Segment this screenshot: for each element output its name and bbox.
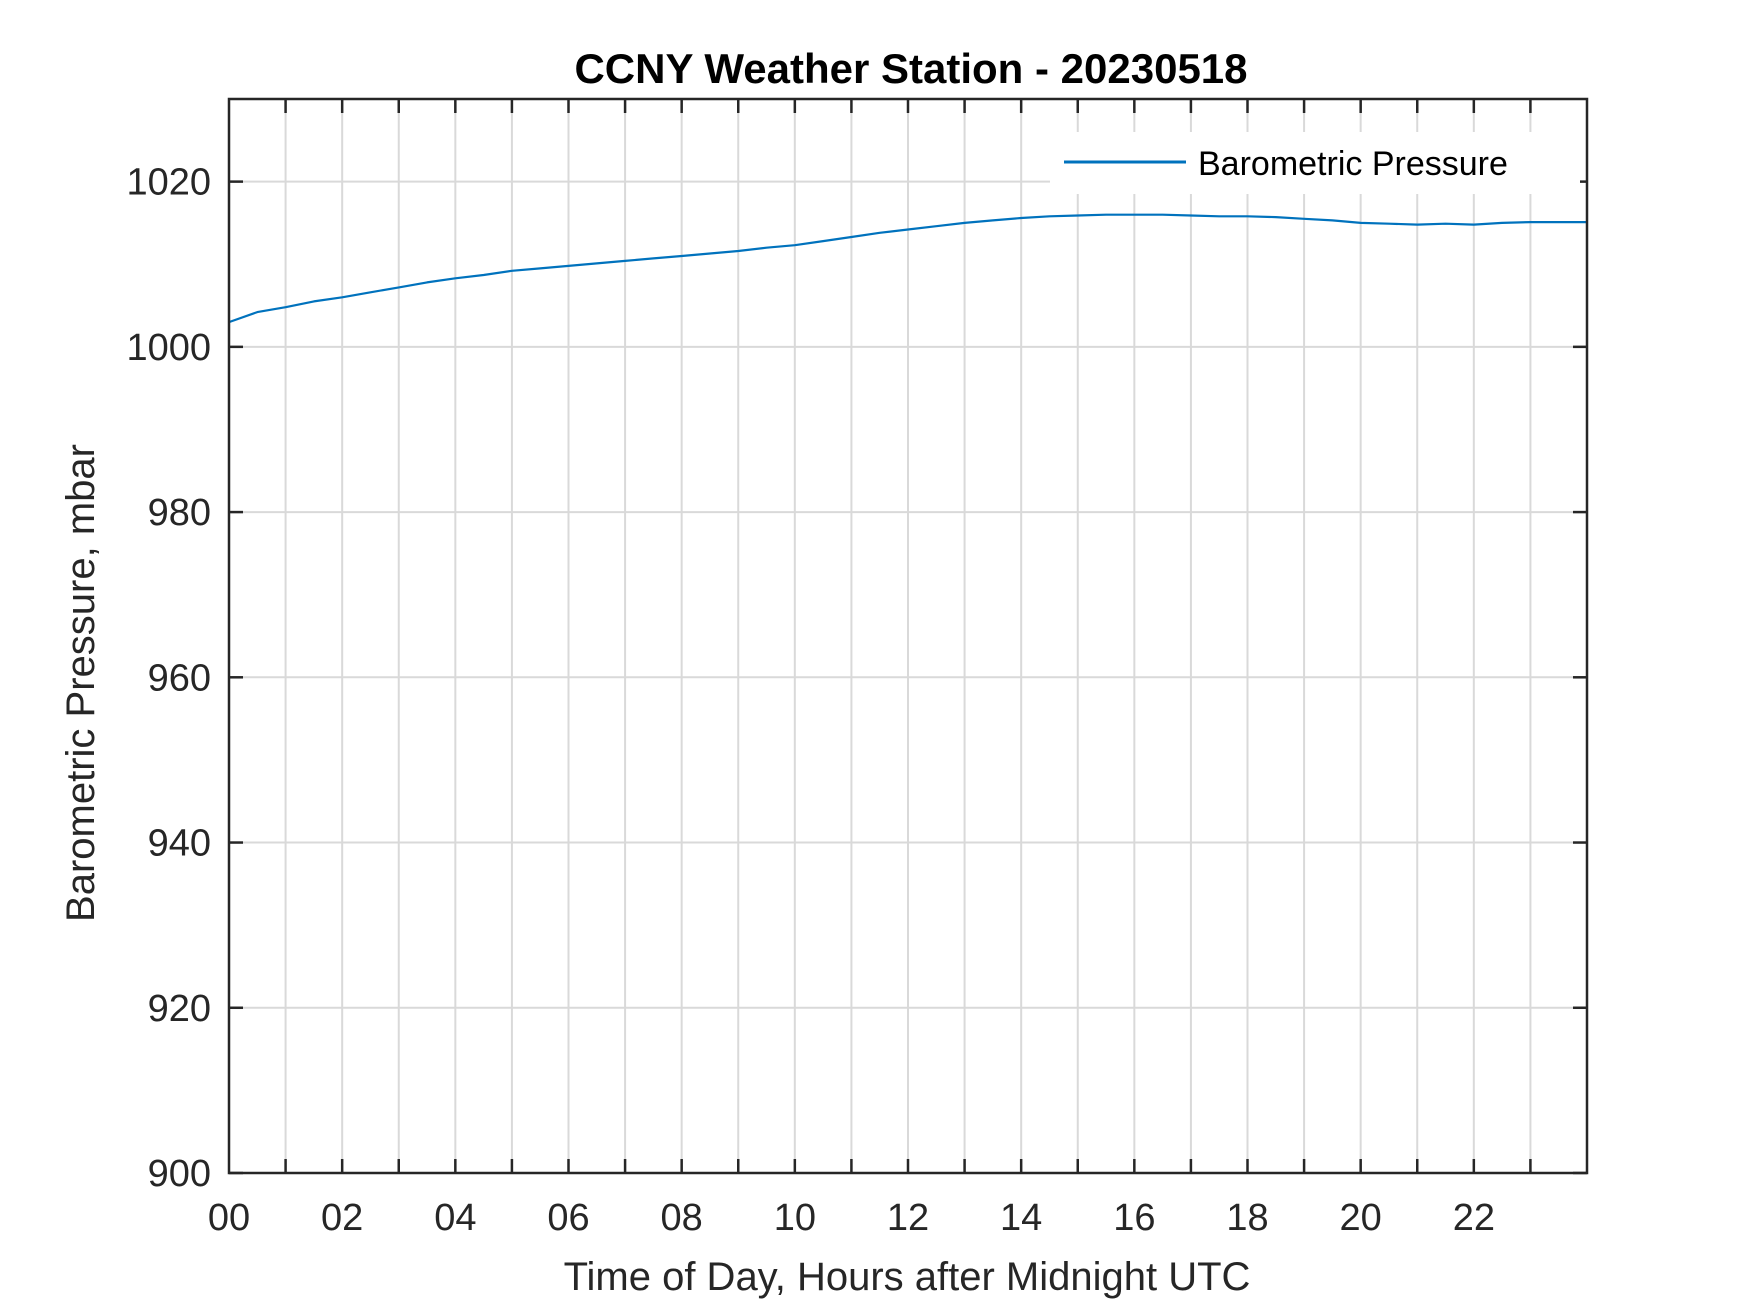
x-tick-label: 04 bbox=[434, 1197, 476, 1239]
x-tick-label: 22 bbox=[1453, 1197, 1495, 1239]
y-tick-label: 920 bbox=[148, 988, 211, 1030]
chart-title: CCNY Weather Station - 20230518 bbox=[574, 45, 1247, 92]
x-tick-label: 00 bbox=[208, 1197, 250, 1239]
x-tick-label: 16 bbox=[1113, 1197, 1155, 1239]
x-tick-label: 02 bbox=[321, 1197, 363, 1239]
y-tick-label: 940 bbox=[148, 823, 211, 865]
y-tick-labels: 900 920 940 960 980 1000 1020 bbox=[126, 162, 211, 1195]
x-tick-label: 10 bbox=[774, 1197, 816, 1239]
legend: Barometric Pressure bbox=[1050, 132, 1580, 194]
series-layer bbox=[228, 213, 1587, 324]
x-tick-label: 08 bbox=[661, 1197, 703, 1239]
x-tick-label: 06 bbox=[547, 1197, 589, 1239]
series-line-barometric-pressure bbox=[228, 213, 1587, 324]
x-tick-label: 18 bbox=[1226, 1197, 1268, 1239]
y-tick-label: 980 bbox=[148, 492, 211, 534]
x-tick-label: 14 bbox=[1000, 1197, 1042, 1239]
x-tick-label: 20 bbox=[1340, 1197, 1382, 1239]
y-tick-label: 960 bbox=[148, 657, 211, 699]
x-tick-labels: 00 02 04 06 08 10 12 14 16 18 20 22 bbox=[208, 1197, 1495, 1239]
legend-label-barometric-pressure: Barometric Pressure bbox=[1198, 145, 1508, 183]
x-tick-label: 12 bbox=[887, 1197, 929, 1239]
x-axis-label: Time of Day, Hours after Midnight UTC bbox=[564, 1255, 1251, 1299]
y-tick-label: 900 bbox=[148, 1153, 211, 1195]
y-axis-label: Barometric Pressure, mbar bbox=[59, 444, 103, 922]
y-tick-label: 1020 bbox=[126, 162, 211, 204]
plot-frame bbox=[227, 97, 1589, 1175]
y-tick-label: 1000 bbox=[126, 327, 211, 369]
tick-layer bbox=[229, 99, 1587, 1175]
